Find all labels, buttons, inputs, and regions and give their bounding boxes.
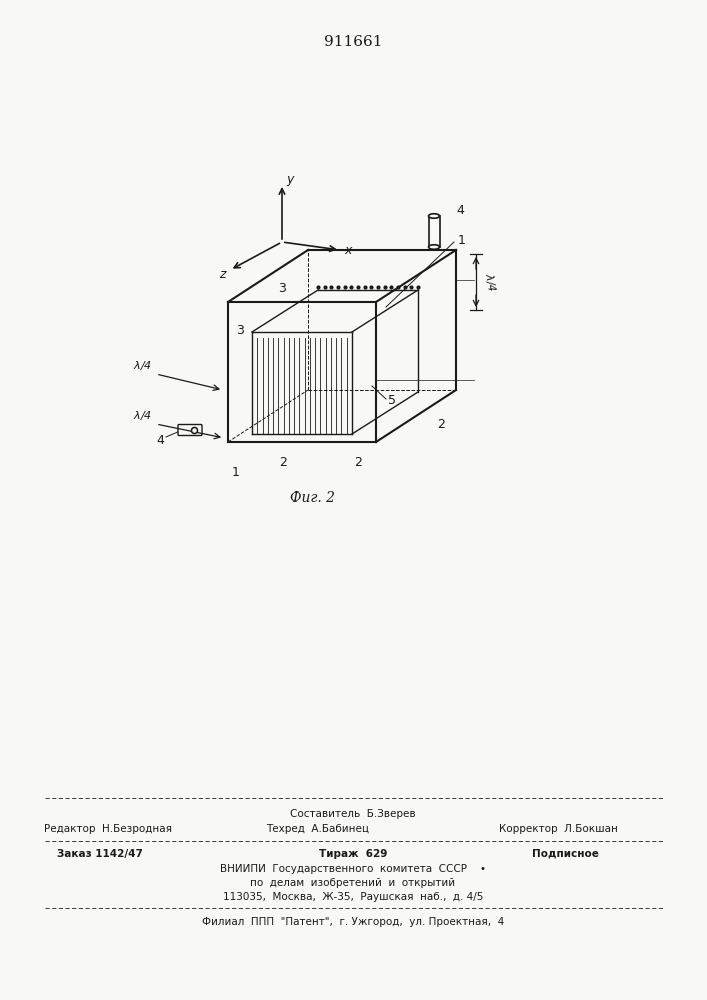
Text: 3: 3 bbox=[236, 324, 244, 336]
Text: 113035,  Москва,  Ж-35,  Раушская  наб.,  д. 4/5: 113035, Москва, Ж-35, Раушская наб., д. … bbox=[223, 892, 483, 902]
Text: z: z bbox=[218, 268, 226, 282]
Ellipse shape bbox=[428, 245, 440, 249]
Text: 5: 5 bbox=[388, 394, 396, 408]
Ellipse shape bbox=[428, 214, 440, 218]
Text: по  делам  изобретений  и  открытий: по делам изобретений и открытий bbox=[250, 878, 455, 888]
Text: x: x bbox=[344, 244, 351, 257]
Text: 4: 4 bbox=[156, 434, 164, 446]
Text: 4: 4 bbox=[456, 204, 464, 217]
Text: y: y bbox=[286, 172, 293, 186]
Text: 2: 2 bbox=[354, 456, 362, 468]
Text: Филиал  ППП  "Патент",  г. Ужгород,  ул. Проектная,  4: Филиал ППП "Патент", г. Ужгород, ул. Про… bbox=[202, 917, 504, 927]
Text: 911661: 911661 bbox=[324, 35, 382, 49]
Text: $\lambda$/4: $\lambda$/4 bbox=[482, 271, 498, 293]
Text: 1: 1 bbox=[458, 233, 466, 246]
Text: Заказ 1142/47: Заказ 1142/47 bbox=[57, 849, 143, 859]
Text: Корректор  Л.Бокшан: Корректор Л.Бокшан bbox=[498, 824, 617, 834]
Text: Тираж  629: Тираж 629 bbox=[319, 849, 387, 859]
Text: Фиг. 2: Фиг. 2 bbox=[291, 491, 336, 505]
Text: Подписное: Подписное bbox=[532, 849, 598, 859]
Text: 2: 2 bbox=[437, 418, 445, 430]
Text: Редактор  Н.Безродная: Редактор Н.Безродная bbox=[44, 824, 172, 834]
FancyBboxPatch shape bbox=[178, 424, 202, 436]
Text: 2: 2 bbox=[279, 456, 287, 468]
Text: $\lambda$/4: $\lambda$/4 bbox=[133, 359, 152, 372]
Text: 1: 1 bbox=[232, 466, 240, 479]
Text: Техред  А.Бабинец: Техред А.Бабинец bbox=[267, 824, 370, 834]
Text: $\lambda$/4: $\lambda$/4 bbox=[133, 409, 152, 422]
Text: ВНИИПИ  Государственного  комитета  СССР    •: ВНИИПИ Государственного комитета СССР • bbox=[220, 864, 486, 874]
Text: Составитель  Б.Зверев: Составитель Б.Зверев bbox=[290, 809, 416, 819]
Text: 3: 3 bbox=[278, 282, 286, 296]
